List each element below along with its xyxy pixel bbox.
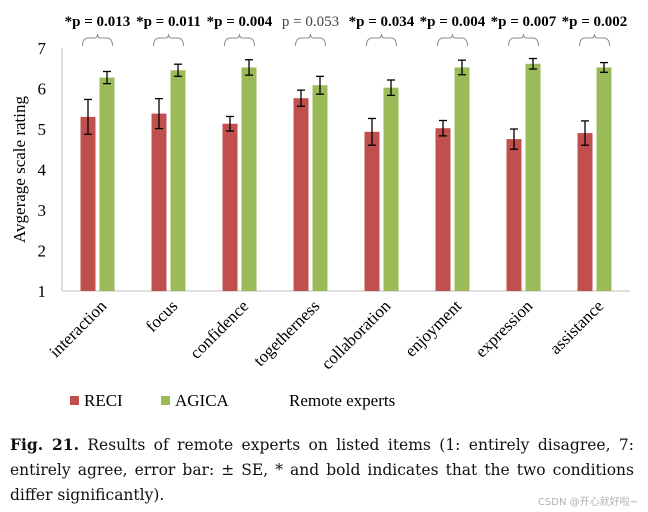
- significance-label: *p = 0.004: [420, 14, 486, 30]
- bar-agica-enjoyment: [454, 67, 470, 291]
- significance-bracket: [82, 33, 113, 47]
- legend-swatch-reci: [70, 396, 79, 405]
- y-tick-label: 2: [38, 242, 47, 261]
- bar-agica-expression: [525, 63, 541, 291]
- bar-chart: 1 2 3 4 5 6 7 Avgerage scale rating *p = 0.013 in…: [10, 14, 630, 410]
- significance-bracket: [579, 33, 610, 47]
- y-tick-label: 6: [38, 80, 47, 99]
- bar-agica-collaboration: [383, 87, 399, 291]
- significance-label: *p = 0.034: [349, 14, 415, 30]
- x-tick-label: collaboration: [317, 296, 394, 373]
- significance-label: p = 0.053: [282, 14, 339, 30]
- significance-label: *p = 0.004: [207, 14, 273, 30]
- caption-text: Results of remote experts on listed item…: [10, 436, 634, 504]
- bar-reci-assistance: [577, 133, 593, 291]
- x-tick-label: confidence: [186, 296, 252, 362]
- bar-agica-interaction: [99, 77, 115, 291]
- y-tick-label: 3: [38, 201, 47, 220]
- significance-bracket: [366, 33, 397, 47]
- bar-reci-focus: [151, 113, 167, 291]
- y-tick-label: 5: [38, 120, 47, 139]
- y-tick-label: 1: [38, 282, 47, 301]
- legend-title: Remote experts: [289, 391, 395, 410]
- figure-caption: Fig. 21. Results of remote experts on li…: [10, 432, 634, 508]
- significance-label: *p = 0.011: [136, 14, 201, 30]
- y-tick-label: 7: [38, 39, 47, 58]
- figure-label: Fig. 21.: [10, 435, 79, 454]
- legend-label-agica: AGICA: [175, 391, 230, 410]
- x-tick-label: expression: [471, 296, 536, 361]
- bar-agica-assistance: [596, 67, 612, 291]
- bar-reci-enjoyment: [435, 128, 451, 291]
- x-tick-label: enjoyment: [401, 296, 465, 360]
- bar-reci-interaction: [80, 116, 96, 291]
- significance-bracket: [437, 33, 468, 47]
- legend-swatch-agica: [161, 396, 170, 405]
- significance-label: *p = 0.002: [562, 14, 628, 30]
- significance-bracket: [295, 33, 326, 47]
- x-tick-label: assistance: [546, 296, 608, 358]
- significance-bracket: [224, 33, 255, 47]
- watermark: CSDN @开心就好啦~: [537, 497, 638, 508]
- bar-reci-confidence: [222, 123, 238, 291]
- significance-label: *p = 0.007: [491, 14, 557, 30]
- bar-agica-focus: [170, 70, 186, 292]
- y-axis-label: Avgerage scale rating: [10, 96, 29, 243]
- legend-label-reci: RECI: [84, 391, 123, 410]
- bar-reci-collaboration: [364, 131, 380, 291]
- bar-agica-confidence: [241, 67, 257, 291]
- significance-bracket: [153, 33, 184, 47]
- significance-bracket: [508, 33, 539, 47]
- bar-reci-expression: [506, 139, 522, 291]
- x-tick-label: focus: [142, 296, 181, 335]
- x-tick-label: togetherness: [250, 296, 324, 370]
- x-tick-label: interaction: [45, 296, 110, 361]
- y-tick-label: 4: [38, 161, 47, 180]
- significance-label: *p = 0.013: [65, 14, 131, 30]
- bar-reci-togetherness: [293, 98, 309, 291]
- bar-agica-togetherness: [312, 85, 328, 291]
